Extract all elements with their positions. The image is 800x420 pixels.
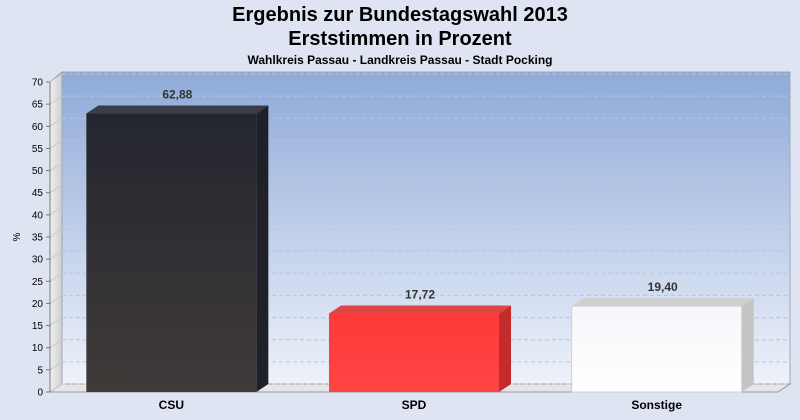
category-labels: CSU SPD Sonstige	[159, 398, 683, 412]
gridline-wall	[49, 228, 63, 238]
gridline-wall	[49, 272, 63, 282]
value-label-sonstige: 19,40	[648, 280, 678, 294]
y-tick-label: 70	[32, 78, 44, 89]
gridline-wall	[49, 117, 63, 127]
y-tick-label: 15	[32, 321, 44, 332]
y-tick-label: 55	[32, 144, 44, 155]
category-label-spd: SPD	[402, 398, 427, 412]
chart-region-subtitle: Wahlkreis Passau - Landkreis Passau - St…	[247, 53, 553, 67]
gridline-wall	[49, 339, 63, 349]
y-tick-label: 5	[37, 365, 43, 376]
y-axis-ticks: 0 5 10 15 20 25 30 35 40 45 50 55 60 65 70	[32, 78, 50, 399]
y-tick-label: 30	[32, 255, 44, 266]
gridline-wall	[49, 317, 63, 326]
y-tick-label: 25	[32, 277, 44, 288]
y-tick-label: 20	[32, 299, 44, 310]
category-label-sonstige: Sonstige	[631, 398, 682, 412]
value-label-spd: 17,72	[405, 288, 435, 302]
bar-side-spd	[499, 305, 511, 392]
bar-top-csu	[86, 105, 269, 114]
gridline-wall	[49, 140, 63, 149]
chart-title: Ergebnis zur Bundestagswahl 2013	[232, 4, 568, 26]
bars: 62,88 17,72 19,40	[86, 88, 754, 393]
bar-top-sonstige	[571, 298, 754, 307]
gridline-wall	[49, 295, 63, 304]
bar-side-sonstige	[741, 298, 754, 392]
gridline-wall	[49, 361, 63, 371]
y-tick-label: 10	[32, 343, 44, 354]
gridline-wall	[49, 206, 63, 216]
y-tick-label: 35	[32, 233, 44, 244]
category-label-csu: CSU	[159, 398, 184, 412]
gridline-wall	[49, 184, 63, 194]
bar-side-csu	[256, 105, 269, 392]
gridline-wall	[49, 95, 63, 105]
y-tick-label: 45	[32, 188, 44, 199]
y-tick-label: 40	[32, 210, 44, 221]
bar-front-spd	[329, 313, 499, 392]
bar-sonstige: 19,40	[571, 280, 754, 393]
gridline-wall	[49, 250, 63, 260]
y-tick-label: 0	[37, 388, 43, 399]
y-tick-label: 60	[32, 122, 44, 133]
value-label-csu: 62,88	[162, 88, 192, 102]
gridline-wall	[49, 73, 63, 83]
y-tick-label: 65	[32, 100, 44, 111]
gridline-wall	[49, 162, 63, 171]
y-axis-label: %	[12, 232, 23, 241]
bar-front-csu	[86, 113, 257, 392]
bar-front-sonstige	[571, 305, 743, 393]
bar-spd: 17,72	[329, 288, 511, 392]
chart-subtitle: Erststimmen in Prozent	[288, 28, 512, 50]
gridline-wall	[49, 383, 63, 393]
y-tick-label: 50	[32, 166, 44, 177]
bar-csu: 62,88	[86, 88, 269, 392]
bar-top-spd	[329, 305, 511, 314]
